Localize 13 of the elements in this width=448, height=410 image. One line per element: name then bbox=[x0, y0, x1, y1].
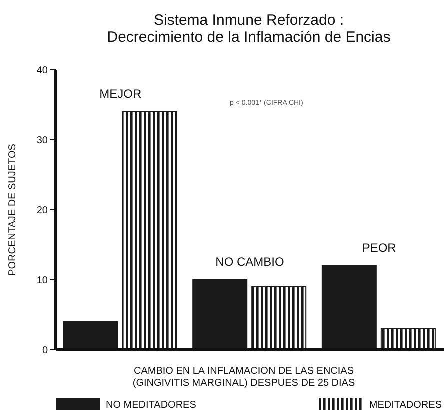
y-tick-label: 40 bbox=[36, 66, 48, 77]
x-tick-label: NO CAMBIO bbox=[216, 255, 284, 269]
y-tick-label: 20 bbox=[36, 206, 48, 217]
y-axis-title: PORCENTAJE DE SUJETOS bbox=[8, 144, 19, 276]
x-axis-title: CAMBIO EN LA INFLAMACION DE LAS ENCIAS (GINGIVITIS MARGINAL) DESPUES DE 25 DIAS bbox=[132, 366, 356, 390]
legend-label: MEDITADORES bbox=[369, 400, 442, 410]
y-tick-label: 10 bbox=[36, 276, 48, 287]
x-tick-label: MEJOR bbox=[100, 87, 142, 101]
x-tick-label: PEOR bbox=[362, 241, 397, 255]
legend-label: NO MEDITADORES bbox=[106, 400, 196, 410]
y-tick-label: 0 bbox=[42, 346, 48, 357]
chart-title: Sistema Inmune Reforzado : Decrecimiento de la Inflamación de Encias bbox=[106, 11, 392, 48]
y-tick-label: 30 bbox=[36, 136, 48, 147]
